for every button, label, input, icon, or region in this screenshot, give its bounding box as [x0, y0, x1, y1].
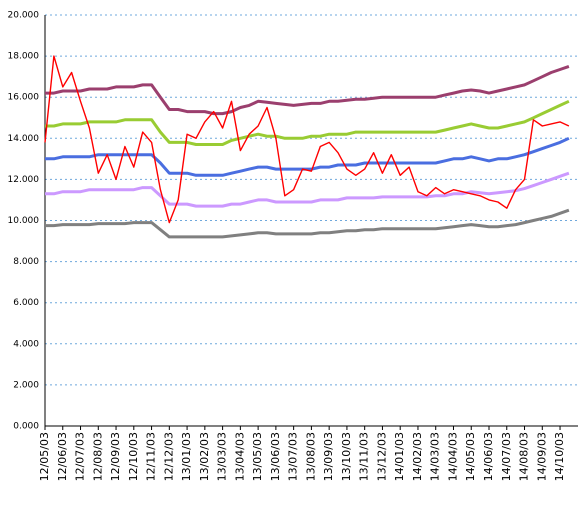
x-tick-label: 13/09/03: [322, 432, 335, 481]
x-tick-label: 14/08/03: [518, 432, 531, 481]
y-tick-label: 18.000: [8, 52, 40, 62]
x-tick-label: 13/03/03: [216, 432, 229, 481]
y-tick-label: 2.000: [13, 380, 39, 390]
x-tick-label: 14/04/03: [446, 432, 459, 481]
x-tick-label: 12/06/03: [56, 432, 69, 481]
series-line: [44, 55, 570, 224]
x-tick-label: 12/09/03: [109, 432, 122, 481]
y-tick-label: 6.000: [13, 298, 39, 308]
x-tick-label: 13/02/03: [198, 432, 211, 481]
x-tick-label: 14/05/03: [464, 432, 477, 481]
x-tick-label: 13/12/03: [375, 432, 388, 481]
x-tick-label: 13/04/03: [233, 432, 246, 481]
y-tick-label: 0.000: [13, 422, 39, 432]
y-tick-label: 10.000: [8, 216, 40, 226]
y-tick-label: 16.000: [8, 93, 40, 103]
y-tick-label: 8.000: [13, 257, 39, 267]
x-tick-label: 12/07/03: [74, 432, 87, 481]
x-tick-label: 12/12/03: [162, 432, 175, 481]
y-tick-label: 12.000: [8, 175, 40, 185]
x-tick-label: 13/05/03: [251, 432, 264, 481]
x-tick-label: 14/06/03: [482, 432, 495, 481]
x-tick-label: 14/03/03: [429, 432, 442, 481]
y-tick-label: 20.000: [8, 11, 40, 21]
x-tick-label: 14/02/03: [411, 432, 424, 481]
x-tick-label: 13/11/03: [358, 432, 371, 481]
y-tick-label: 4.000: [13, 339, 39, 349]
y-tick-label: 14.000: [8, 134, 40, 144]
x-tick-label: 12/10/03: [127, 432, 140, 481]
x-tick-label: 14/09/03: [535, 432, 548, 481]
x-tick-label: 12/08/03: [91, 432, 104, 481]
series-line: [45, 136, 570, 177]
x-tick-label: 14/07/03: [500, 432, 513, 481]
series-line: [45, 64, 570, 116]
x-tick-label: 12/05/03: [38, 432, 51, 481]
series-line: [45, 208, 570, 239]
x-tick-label: 13/01/03: [180, 432, 193, 481]
series-line: [45, 171, 570, 208]
x-tick-label: 13/10/03: [340, 432, 353, 481]
x-tick-label: 13/08/03: [304, 432, 317, 481]
x-tick-label: 14/01/03: [393, 432, 406, 481]
x-tick-label: 13/07/03: [287, 432, 300, 481]
x-tick-label: 13/06/03: [269, 432, 282, 481]
x-tick-label: 12/11/03: [145, 432, 158, 481]
series-line: [45, 99, 570, 146]
x-tick-label: 14/10/03: [553, 432, 566, 481]
